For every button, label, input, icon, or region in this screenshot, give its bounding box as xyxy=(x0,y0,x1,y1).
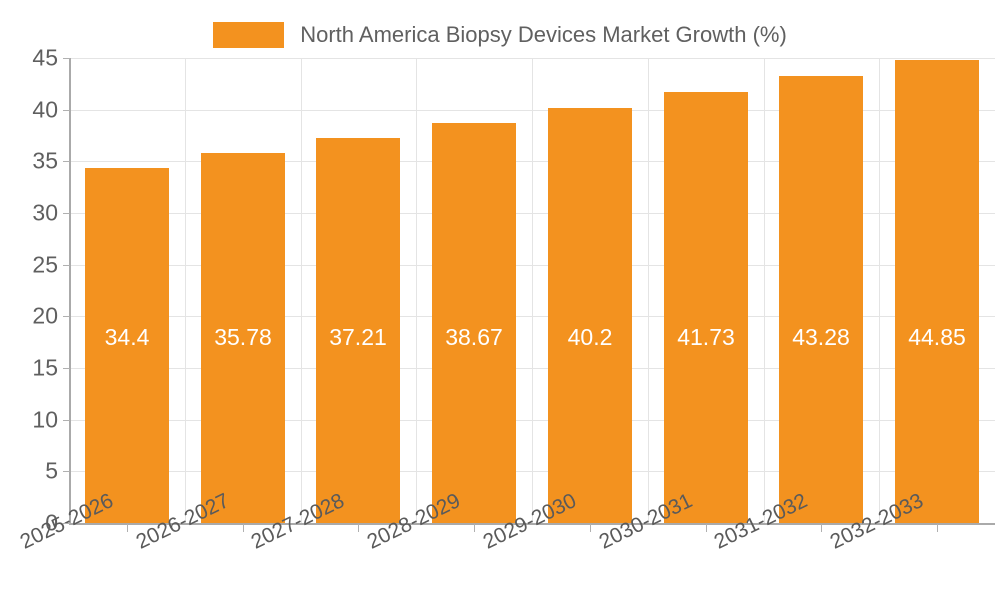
bar[interactable] xyxy=(201,153,285,523)
bar-value-label: 35.78 xyxy=(214,324,272,350)
x-axis-tick-mark xyxy=(358,524,359,532)
y-axis-tick-label: 45 xyxy=(32,44,58,71)
bar[interactable] xyxy=(316,138,400,523)
bar[interactable] xyxy=(895,59,979,523)
x-axis-tick-mark xyxy=(706,524,707,532)
bar-value-label: 43.28 xyxy=(792,324,850,350)
y-axis-tick-label: 35 xyxy=(32,147,58,174)
y-axis-tick-label: 10 xyxy=(32,406,58,433)
bar-value-label: 37.21 xyxy=(329,324,387,350)
y-axis-tick-mark xyxy=(63,213,70,214)
gridline-vertical xyxy=(416,58,417,523)
y-axis-tick-label: 25 xyxy=(32,251,58,278)
x-axis-tick-mark xyxy=(474,524,475,532)
y-axis-tick-mark xyxy=(63,523,70,524)
gridline-vertical xyxy=(764,58,765,523)
bar-value-label: 38.67 xyxy=(445,324,503,350)
y-axis-tick-mark xyxy=(63,264,70,266)
gridline-vertical xyxy=(185,58,186,523)
legend-label: North America Biopsy Devices Market Grow… xyxy=(300,22,787,47)
bar[interactable] xyxy=(432,123,516,523)
y-axis-tick-label: 5 xyxy=(45,457,58,484)
bar-value-label: 44.85 xyxy=(908,324,966,350)
y-axis-tick-label: 20 xyxy=(32,302,58,329)
x-axis-tick-mark xyxy=(243,524,244,532)
y-axis-tick-label: 40 xyxy=(32,96,58,123)
x-axis-line xyxy=(69,523,995,525)
bar[interactable] xyxy=(779,75,863,523)
y-axis-tick-label: 30 xyxy=(32,199,58,226)
legend-color-swatch[interactable] xyxy=(213,22,285,48)
y-axis-tick-label: 15 xyxy=(32,354,58,381)
gridline-vertical xyxy=(301,58,302,523)
x-axis-tick-mark xyxy=(821,524,822,532)
y-axis-tick-mark xyxy=(63,58,70,59)
x-axis-tick-mark xyxy=(937,524,938,532)
gridline-vertical xyxy=(648,58,649,523)
bar[interactable] xyxy=(548,107,632,523)
y-axis-tick-mark xyxy=(63,471,70,473)
y-axis-tick-mark xyxy=(63,109,70,111)
bar-value-label: 34.4 xyxy=(104,324,150,350)
gridline-vertical xyxy=(879,58,880,523)
bar-value-label: 40.2 xyxy=(567,324,613,350)
bar[interactable] xyxy=(664,91,748,523)
y-axis-tick-mark xyxy=(63,368,70,369)
y-axis-tick-labels: 0 5 10 15 20 25 30 35 40 45 xyxy=(0,0,58,600)
bar[interactable] xyxy=(85,167,169,523)
y-axis-tick-mark xyxy=(63,161,70,163)
x-axis-tick-mark xyxy=(590,524,591,532)
y-axis-tick-mark xyxy=(63,316,70,318)
bar-value-label: 41.73 xyxy=(677,324,735,350)
y-axis-line xyxy=(69,58,71,524)
x-axis-tick-mark xyxy=(127,524,128,532)
chart-legend: North America Biopsy Devices Market Grow… xyxy=(0,16,1000,54)
plot-area: 34.4 35.78 37.21 38.67 40.2 41.73 43.28 44.85 xyxy=(69,58,995,524)
gridline-vertical xyxy=(532,58,533,523)
y-axis-tick-label: 0 xyxy=(45,509,58,536)
y-axis-tick-mark xyxy=(63,419,70,421)
